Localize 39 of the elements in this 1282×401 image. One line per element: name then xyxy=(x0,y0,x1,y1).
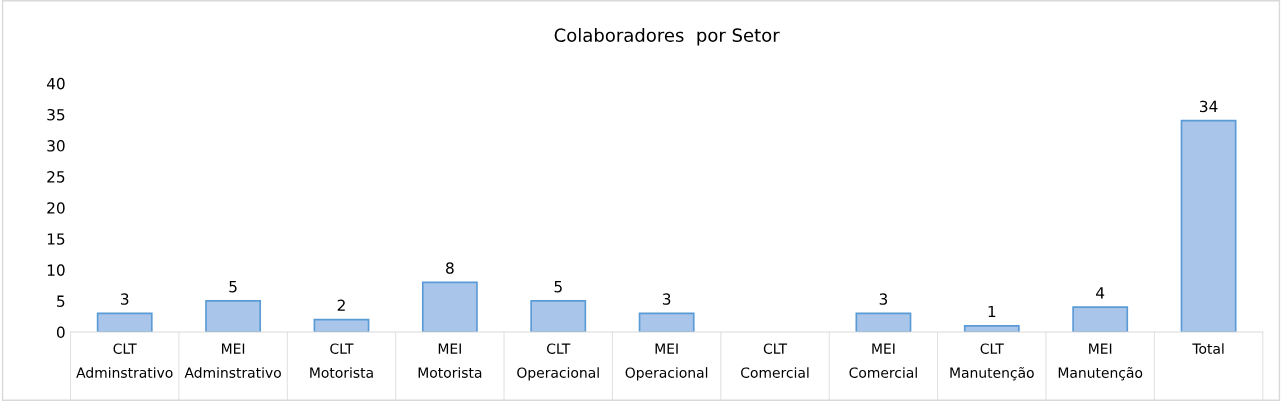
data-label: 5 xyxy=(554,281,562,293)
x-tick-label: MEI Manutenção xyxy=(1058,343,1143,381)
data-label: 4 xyxy=(1096,287,1105,299)
x-tick-label: CLT Motorista xyxy=(310,343,373,378)
data-label: 5 xyxy=(229,281,237,293)
data-label: 3 xyxy=(662,293,671,305)
x-tick-label: CLT Operacional xyxy=(517,343,599,381)
x-tick-label: CLT Adminstrativo xyxy=(76,343,173,378)
bar xyxy=(421,281,478,333)
bar xyxy=(1180,119,1237,333)
y-tick-label: 10 xyxy=(47,264,65,276)
data-label: 2 xyxy=(337,299,345,311)
data-label: 8 xyxy=(446,262,454,274)
y-tick-label: 30 xyxy=(47,140,65,152)
data-label: 34 xyxy=(1200,100,1218,113)
x-tick-label: CLT Manutenção xyxy=(950,343,1034,381)
y-tick-label: 0 xyxy=(56,326,65,339)
data-label: 1 xyxy=(988,305,996,318)
y-tick-label: 15 xyxy=(47,233,65,245)
y-tick-label: 35 xyxy=(47,108,65,121)
y-tick-label: 20 xyxy=(47,202,65,214)
data-label: 3 xyxy=(121,293,129,305)
bar xyxy=(530,300,587,333)
bar xyxy=(638,312,695,333)
x-tick-label: MEI Motorista xyxy=(418,343,482,378)
x-tick-label: MEI Comercial xyxy=(849,343,917,378)
x-tick-label: CLT Comercial xyxy=(741,343,809,378)
x-tick-label: MEI Operacional xyxy=(625,343,708,381)
bar xyxy=(205,300,262,333)
chart-title: Colaboradores por Setor xyxy=(554,28,780,46)
data-label: 3 xyxy=(879,293,888,305)
y-tick-label: 40 xyxy=(46,77,65,90)
x-tick-label: MEI Adminstrativo xyxy=(184,343,281,378)
bar xyxy=(855,312,912,333)
x-tick-label: Total xyxy=(1192,343,1224,354)
y-tick-label: 5 xyxy=(57,295,65,307)
y-tick-label: 25 xyxy=(47,171,65,183)
bar xyxy=(1072,306,1129,333)
bar xyxy=(96,312,153,333)
